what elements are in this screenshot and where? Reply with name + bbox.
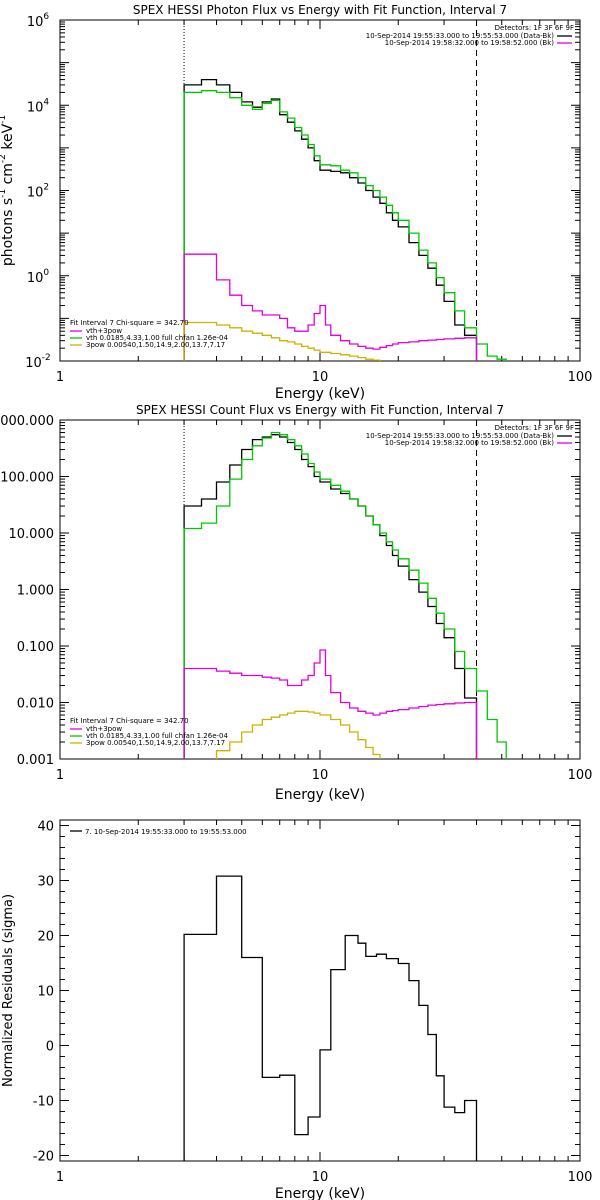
chart-panel-3: 1 10 100 Energy (keV) -20 -10 0 10 20 30 40 Normali… [1,819,593,1200]
plot-frame [59,419,581,760]
legend-entry-label: 3pow 0.00540,1.50,14.9,2.00,13.7,7.17 [86,341,225,349]
y-tick-label: 40 [37,820,54,835]
legend-bottom: Fit Interval 7 Chi-square = 342.70vth+3p… [70,319,228,349]
y-tick-label: -20 [33,1150,54,1165]
y-tick-label: 1000.000 [0,414,54,429]
legend-entry-label: 3pow 0.00540,1.50,14.9,2.00,13.7,7.17 [86,739,225,747]
x-tick-label: 1 [56,768,64,783]
y-axis-label: photons s-1 cm-2 keV-1 [0,115,16,266]
series-line-3 [183,253,478,361]
legend-top: 7. 10-Sep-2014 19:55:33.000 to 19:55:53.… [70,828,247,836]
legend-entry-label: vth 0.0185,4.33,1.00 full chfan 1.26e-04 [86,732,228,740]
legend-entry-label: vth+3pow [86,327,122,335]
y-tick-label: 10.000 [9,527,55,542]
legend-entry-label: 10-Sep-2014 19:58:32.000 to 19:58:52.000… [385,39,555,47]
y-tick-label: 100 [27,268,50,286]
x-tick-label: 100 [568,768,593,783]
x-tick-label: 1 [56,370,64,385]
series-line-1 [183,78,478,361]
legend-title: Detectors: 1F 3F 6F 9F [495,24,574,32]
y-axis-label: Normalized Residuals (sigma) [1,894,16,1087]
series-line-2 [183,90,507,361]
y-tick-label: 102 [27,183,49,201]
legend-entry-label: 10-Sep-2014 19:58:32.000 to 19:58:52.000… [385,439,555,447]
chart-panel-2: SPEX HESSI Count Flux vs Energy with Fit… [0,403,592,803]
chart-title: SPEX HESSI Count Flux vs Energy with Fit… [136,403,504,417]
y-tick-label: 0 [46,1040,54,1055]
series-group [183,431,507,759]
legend-entry-label: 10-Sep-2014 19:55:33.000 to 19:55:53.000… [366,432,555,440]
series-group [183,78,507,361]
legend-entry-label: 10-Sep-2014 19:55:33.000 to 19:55:53.000… [366,32,555,40]
x-axis-label: Energy (keV) [275,1186,365,1200]
y-tick-label: 104 [27,97,50,115]
legend-entry-label: 7. 10-Sep-2014 19:55:33.000 to 19:55:53.… [85,828,247,836]
x-tick-label: 100 [568,1170,593,1185]
x-axis-label: Energy (keV) [275,787,365,803]
series-line-2 [183,431,507,759]
x-tick-label: 10 [312,1170,329,1185]
legend-title: Fit Interval 7 Chi-square = 342.70 [70,717,189,725]
legend-title: Fit Interval 7 Chi-square = 342.70 [70,319,189,327]
series-line-3 [183,649,478,759]
series-group [183,875,478,1161]
series-line-1 [183,875,478,1161]
legend-title: Detectors: 1F 3F 6F 9F [495,424,574,432]
series-line-4 [183,321,381,361]
legend-bottom: Fit Interval 7 Chi-square = 342.70vth+3p… [70,717,228,747]
chart-panel-1: SPEX HESSI Photon Flux vs Energy with Fi… [0,3,592,402]
y-tick-label: 100.000 [0,471,54,486]
legend-entry-label: vth 0.0185,4.33,1.00 full chfan 1.26e-04 [86,334,228,342]
legend-entry-label: vth+3pow [86,725,122,733]
y-tick-label: 10-2 [25,353,51,371]
y-tick-label: 0.100 [17,640,54,655]
y-tick-label: 0.010 [17,697,54,712]
y-tick-label: -10 [33,1095,54,1110]
y-tick-label: 30 [37,875,54,890]
y-tick-label: 106 [27,12,50,30]
x-tick-label: 10 [312,370,329,385]
y-tick-label: 20 [37,930,54,945]
x-axis-label: Energy (keV) [275,386,365,402]
series-line-4 [215,710,381,759]
x-tick-label: 100 [568,370,593,385]
y-tick-label: 10 [37,985,54,1000]
x-tick-label: 1 [56,1170,64,1185]
chart-title: SPEX HESSI Photon Flux vs Energy with Fi… [133,3,507,17]
x-tick-label: 10 [312,768,329,783]
y-tick-label: 0.001 [17,753,54,768]
y-tick-label: 1.000 [17,584,54,599]
